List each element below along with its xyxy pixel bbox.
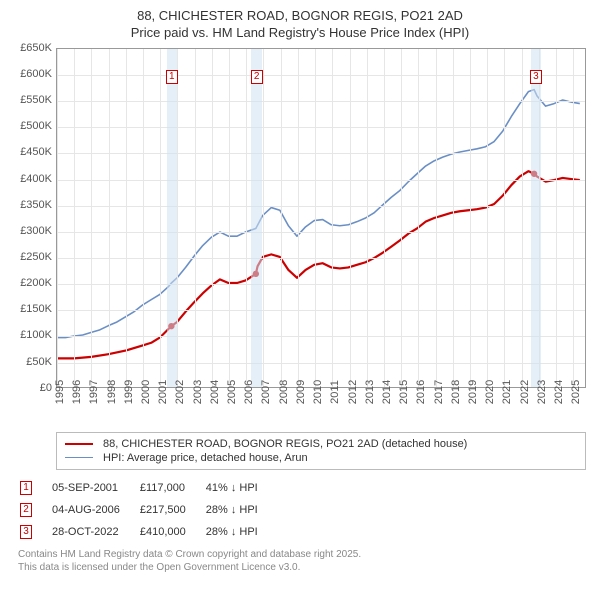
legend-label-hpi: HPI: Average price, detached house, Arun: [103, 452, 308, 464]
x-axis: 1995199619971998199920002001200220032004…: [56, 388, 586, 428]
plot-area: 1 2 3: [56, 48, 586, 388]
x-tick-label: 2021: [501, 380, 513, 404]
y-axis: £0£50K£100K£150K£200K£250K£300K£350K£400…: [8, 48, 56, 388]
legend-swatch-hpi: [65, 457, 93, 458]
x-tick-label: 2016: [415, 380, 427, 404]
x-tick-label: 2007: [260, 380, 272, 404]
sale-price: £410,000: [140, 522, 204, 542]
title-line-1: 88, CHICHESTER ROAD, BOGNOR REGIS, PO21 …: [8, 8, 592, 25]
y-tick-label: £400K: [20, 173, 52, 185]
x-tick-label: 1998: [106, 380, 118, 404]
x-tick-label: 2018: [450, 380, 462, 404]
y-tick-label: £100K: [20, 329, 52, 341]
sale-price: £217,500: [140, 500, 204, 520]
y-tick-label: £550K: [20, 94, 52, 106]
y-tick-label: £450K: [20, 146, 52, 158]
footer-line-2: This data is licensed under the Open Gov…: [18, 561, 592, 574]
y-tick-label: £300K: [20, 225, 52, 237]
sale-date: 28-OCT-2022: [52, 522, 138, 542]
legend-item-hpi: HPI: Average price, detached house, Arun: [65, 451, 577, 465]
line-price-paid: [57, 171, 580, 358]
legend-swatch-price-paid: [65, 443, 93, 445]
x-tick-label: 2006: [243, 380, 255, 404]
x-tick-label: 2015: [398, 380, 410, 404]
sales-table: 1 05-SEP-2001£117,00041% ↓ HPI 2 04-AUG-200…: [18, 476, 278, 544]
x-tick-label: 2019: [467, 380, 479, 404]
legend-label-price-paid: 88, CHICHESTER ROAD, BOGNOR REGIS, PO21 …: [103, 438, 467, 450]
y-tick-label: £50K: [26, 356, 52, 368]
sale-date: 04-AUG-2006: [52, 500, 138, 520]
chart-container: 88, CHICHESTER ROAD, BOGNOR REGIS, PO21 …: [0, 0, 600, 578]
sale-diff: 28% ↓ HPI: [206, 522, 276, 542]
y-tick-label: £250K: [20, 251, 52, 263]
chart-area: £0 £50K £100K £150K £200K £250K £300K £350K £400…: [8, 48, 592, 428]
y-tick-label: £350K: [20, 199, 52, 211]
sale-row-marker: 1: [20, 481, 32, 495]
sale-band: [531, 49, 540, 387]
x-tick-label: 2012: [347, 380, 359, 404]
x-tick-label: 2014: [381, 380, 393, 404]
y-tick-label: £0: [40, 382, 52, 394]
y-tick-label: £650K: [20, 42, 52, 54]
y-tick-label: £150K: [20, 303, 52, 315]
sale-row: 1 05-SEP-2001£117,00041% ↓ HPI: [20, 478, 276, 498]
x-tick-label: 2011: [329, 380, 341, 404]
x-tick-label: 1997: [88, 380, 100, 404]
x-tick-label: 1995: [54, 380, 66, 404]
sale-diff: 41% ↓ HPI: [206, 478, 276, 498]
legend-item-price-paid: 88, CHICHESTER ROAD, BOGNOR REGIS, PO21 …: [65, 437, 577, 451]
x-tick-label: 2008: [278, 380, 290, 404]
chart-title: 88, CHICHESTER ROAD, BOGNOR REGIS, PO21 …: [8, 8, 592, 42]
x-tick-label: 2005: [226, 380, 238, 404]
x-tick-label: 1996: [71, 380, 83, 404]
footer-attribution: Contains HM Land Registry data © Crown c…: [18, 548, 592, 574]
x-tick-label: 2001: [157, 380, 169, 404]
x-tick-label: 2022: [519, 380, 531, 404]
x-tick-label: 2024: [553, 380, 565, 404]
sale-row: 2 04-AUG-2006£217,50028% ↓ HPI: [20, 500, 276, 520]
sale-band: [167, 49, 176, 387]
x-tick-label: 2009: [295, 380, 307, 404]
x-tick-label: 2002: [174, 380, 186, 404]
x-tick-label: 2013: [364, 380, 376, 404]
y-tick-label: £600K: [20, 68, 52, 80]
x-tick-label: 2003: [192, 380, 204, 404]
sale-row-marker: 2: [20, 503, 32, 517]
y-tick-label: £500K: [20, 120, 52, 132]
x-tick-label: 2020: [484, 380, 496, 404]
x-tick-label: 1999: [123, 380, 135, 404]
footer-line-1: Contains HM Land Registry data © Crown c…: [18, 548, 592, 561]
legend: 88, CHICHESTER ROAD, BOGNOR REGIS, PO21 …: [56, 432, 586, 470]
sale-row-marker: 3: [20, 525, 32, 539]
x-tick-label: 2017: [433, 380, 445, 404]
sale-marker-3: 3: [530, 70, 542, 84]
sale-diff: 28% ↓ HPI: [206, 500, 276, 520]
title-line-2: Price paid vs. HM Land Registry's House …: [8, 25, 592, 42]
sale-marker-2: 2: [251, 70, 263, 84]
sale-row: 3 28-OCT-2022£410,00028% ↓ HPI: [20, 522, 276, 542]
x-tick-label: 2000: [140, 380, 152, 404]
sale-band: [251, 49, 261, 387]
x-tick-label: 2010: [312, 380, 324, 404]
sale-date: 05-SEP-2001: [52, 478, 138, 498]
x-tick-label: 2025: [570, 380, 582, 404]
y-tick-label: £200K: [20, 277, 52, 289]
x-tick-label: 2004: [209, 380, 221, 404]
x-tick-label: 2023: [536, 380, 548, 404]
sale-price: £117,000: [140, 478, 204, 498]
sale-marker-1: 1: [166, 70, 178, 84]
